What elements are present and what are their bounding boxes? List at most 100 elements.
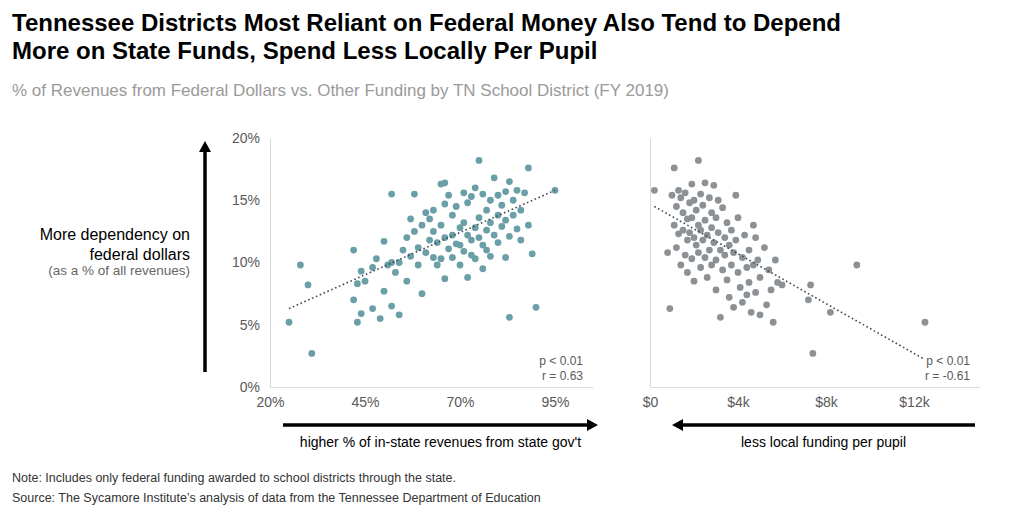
point [717, 314, 724, 321]
point [445, 192, 452, 199]
point [430, 254, 437, 261]
point [724, 277, 731, 284]
point [373, 255, 380, 262]
point [441, 201, 448, 208]
x-tick: $12k [899, 387, 930, 410]
point [695, 157, 702, 164]
point [697, 227, 704, 234]
y-tick: 0% [240, 379, 270, 395]
x-tick: $4k [727, 387, 751, 410]
point [779, 282, 786, 289]
point [472, 255, 479, 262]
annotation: p < 0.01 [539, 354, 583, 368]
point [354, 280, 361, 287]
point [517, 237, 524, 244]
x-tick: 95% [541, 387, 569, 410]
x-arrow [672, 419, 975, 431]
y-tick-label: 15% [232, 192, 260, 208]
point [449, 254, 456, 261]
point [506, 233, 513, 240]
y-tick-label: 5% [240, 317, 260, 333]
point [728, 262, 735, 269]
point [495, 239, 502, 246]
point [426, 237, 433, 244]
point [673, 244, 680, 251]
point [350, 247, 357, 254]
point [697, 191, 704, 198]
point [827, 309, 834, 316]
subtitle: % of Revenues from Federal Dollars vs. O… [12, 81, 669, 100]
point [704, 274, 711, 281]
point [476, 157, 483, 164]
point [763, 301, 770, 308]
point [671, 222, 678, 229]
arrow-shaft [683, 423, 975, 427]
trend-line [289, 190, 555, 308]
point [691, 234, 698, 241]
point [510, 212, 517, 219]
point [675, 187, 682, 194]
point [308, 350, 315, 357]
point [682, 252, 689, 259]
point [449, 212, 456, 219]
y-tick: 20% [232, 130, 270, 146]
point [514, 187, 521, 194]
x-tick-label: $8k [815, 394, 839, 410]
point [358, 310, 365, 317]
point [441, 275, 448, 282]
point [754, 257, 761, 264]
title: Tennessee Districts Most Reliant on Fede… [12, 9, 841, 36]
point [514, 225, 521, 232]
point [487, 219, 494, 226]
point [468, 237, 475, 244]
point [768, 286, 775, 293]
point [464, 199, 471, 206]
point [715, 229, 722, 236]
point [807, 282, 814, 289]
point [510, 197, 517, 204]
point [706, 194, 713, 201]
point [739, 299, 746, 306]
point [697, 264, 704, 271]
y-tick-label: 10% [232, 254, 260, 270]
point [491, 174, 498, 181]
point [525, 222, 532, 229]
point [746, 247, 753, 254]
point [743, 291, 750, 298]
arrow-head [672, 419, 683, 431]
point [415, 262, 422, 269]
point [713, 214, 720, 221]
point [922, 319, 929, 326]
annotation: p < 0.01 [926, 354, 970, 368]
x-tick-label: 95% [541, 394, 569, 410]
point [411, 228, 418, 235]
x-tick-label: 20% [256, 394, 284, 410]
point [706, 247, 713, 254]
point [853, 262, 860, 269]
y-tick: 5% [240, 317, 270, 333]
x-tick: $8k [815, 387, 839, 410]
point [684, 237, 691, 244]
point [369, 305, 376, 312]
point [673, 203, 680, 210]
point [388, 303, 395, 310]
source: Source: The Sycamore Institute’s analysi… [12, 491, 541, 505]
point [403, 278, 410, 285]
y-axis-title: (as a % of all revenues) [48, 263, 190, 278]
x-axis-line [651, 387, 981, 388]
point [688, 181, 695, 188]
point [388, 191, 395, 198]
point [521, 189, 528, 196]
x-tick-label: $4k [727, 394, 751, 410]
point [460, 189, 467, 196]
point [721, 234, 728, 241]
x-axis: 20%45%70%95% [256, 387, 593, 410]
point [757, 311, 764, 318]
point [392, 269, 399, 276]
point [746, 279, 753, 286]
y-axis-title: federal dollars [90, 246, 191, 263]
point [529, 250, 536, 257]
x-axis-line [271, 387, 594, 388]
point [377, 315, 384, 322]
y-axis: 0% 5% 10% 15% 20% [232, 130, 271, 395]
